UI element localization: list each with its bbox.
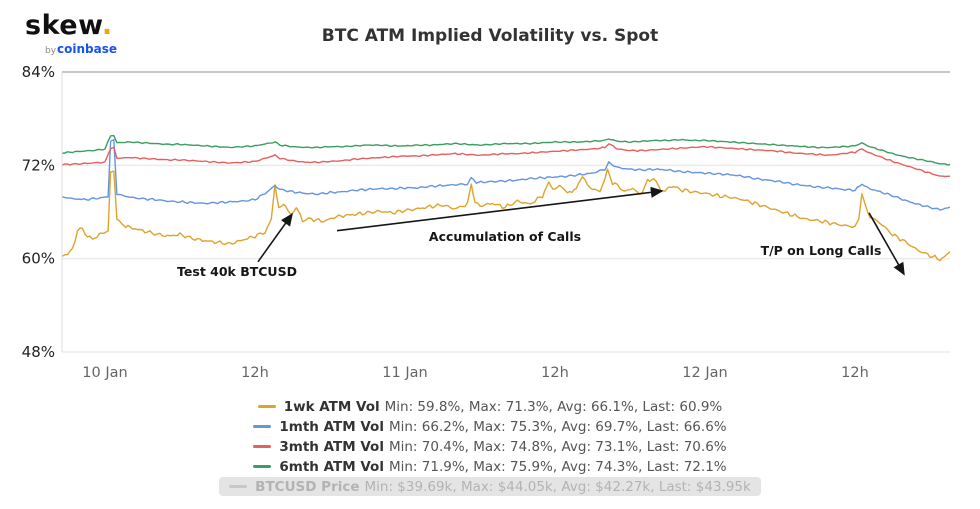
logo-by-text: by — [45, 46, 57, 56]
series-line-1wk-atm-vol — [62, 168, 951, 262]
skew-logo: skew. bycoinbase — [25, 12, 117, 56]
volatility-chart-canvas: Test 40k BTCUSD Accumulation of Calls T/P … — [22, 63, 951, 381]
annotation-text: T/P on Long Calls — [761, 243, 882, 258]
axis-labels-layer: 84% 72% 60% 48% 10 Jan 12h 11 Jan 12h 12 Jan 12h — [22, 63, 869, 381]
x-axis-tick-label: 10 Jan — [82, 365, 127, 381]
series-color-marker-1mth — [253, 425, 272, 428]
x-axis-tick-label: 12h — [841, 365, 869, 381]
legend: 1wk ATM Vol Min: 59.8%, Max: 71.3%, Avg:… — [0, 397, 980, 497]
series-layer — [62, 134, 951, 262]
x-axis-tick-label: 12h — [241, 365, 269, 381]
x-axis-tick-label: 11 Jan — [382, 365, 427, 381]
series-line-1mth-atm-vol — [62, 139, 951, 211]
grid-layer — [61, 71, 950, 353]
legend-series-name: BTCUSD Price — [255, 478, 360, 495]
series-line-3mth-atm-vol — [62, 143, 951, 178]
annotation-arrow — [257, 212, 293, 263]
legend-series-name: 1wk ATM Vol — [283, 398, 380, 415]
logo-wordmark: skew. — [25, 12, 117, 39]
logo-coinbase-text: coinbase — [57, 42, 118, 56]
legend-series-stats: Min: 70.4%, Max: 74.8%, Avg: 73.1%, Last… — [388, 438, 727, 455]
annotation-layer: Test 40k BTCUSD Accumulation of Calls T/P … — [177, 186, 905, 279]
annotation-text: Test 40k BTCUSD — [177, 264, 297, 279]
legend-item-1wk-atm-vol[interactable]: 1wk ATM Vol Min: 59.8%, Max: 71.3%, Avg:… — [248, 397, 733, 416]
logo-dot: . — [101, 10, 113, 41]
annotation-arrow — [868, 212, 905, 276]
legend-series-stats: Min: 71.9%, Max: 75.9%, Avg: 74.3%, Last… — [388, 458, 727, 475]
logo-byline: bycoinbase — [45, 40, 117, 56]
legend-series-name: 3mth ATM Vol — [279, 438, 384, 455]
legend-item-btcusd-price[interactable]: BTCUSD Price Min: $39.69k, Max: $44.05k,… — [219, 477, 761, 496]
y-axis-tick-label: 72% — [22, 156, 55, 174]
legend-item-3mth-atm-vol[interactable]: 3mth ATM Vol Min: 70.4%, Max: 74.8%, Avg… — [243, 437, 736, 456]
legend-series-name: 6mth ATM Vol — [279, 458, 384, 475]
annotation-arrow — [336, 186, 664, 232]
legend-series-stats: Min: 59.8%, Max: 71.3%, Avg: 66.1%, Last… — [384, 398, 723, 415]
series-color-marker-6mth — [253, 465, 272, 468]
y-axis-tick-label: 48% — [22, 343, 55, 361]
series-color-marker-1wk — [257, 405, 276, 408]
series-line-6mth-atm-vol — [62, 134, 951, 166]
series-color-marker-3mth — [253, 445, 272, 448]
y-axis-tick-label: 84% — [22, 63, 55, 81]
series-color-marker-btcusd — [229, 485, 248, 488]
x-axis-tick-label: 12 Jan — [682, 365, 727, 381]
chart-title: BTC ATM Implied Volatility vs. Spot — [321, 26, 659, 46]
annotation-text: Accumulation of Calls — [429, 229, 581, 244]
x-axis-tick-label: 12h — [541, 365, 569, 381]
y-axis-tick-label: 60% — [22, 250, 55, 268]
logo-brand-text: skew — [25, 10, 102, 41]
legend-series-stats: Min: 66.2%, Max: 75.3%, Avg: 69.7%, Last… — [388, 418, 727, 435]
legend-series-name: 1mth ATM Vol — [279, 418, 384, 435]
legend-series-stats: Min: $39.69k, Max: $44.05k, Avg: $42.27k… — [364, 478, 751, 495]
legend-item-1mth-atm-vol[interactable]: 1mth ATM Vol Min: 66.2%, Max: 75.3%, Avg… — [243, 417, 736, 436]
legend-item-6mth-atm-vol[interactable]: 6mth ATM Vol Min: 71.9%, Max: 75.9%, Avg… — [243, 457, 736, 476]
